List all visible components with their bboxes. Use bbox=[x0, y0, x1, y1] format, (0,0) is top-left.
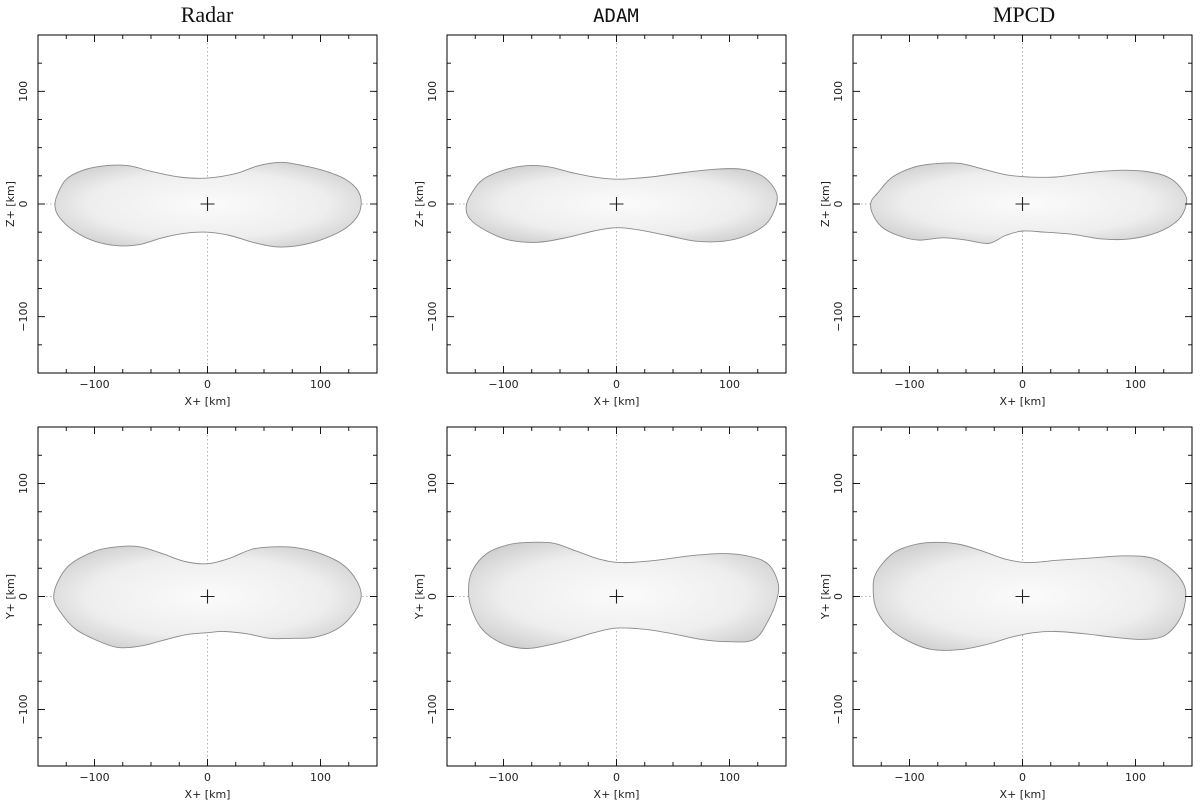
x-axis-label: X+ [km] bbox=[185, 788, 231, 801]
x-tick-label: 0 bbox=[613, 378, 620, 391]
y-axis-label: Y+ [km] bbox=[413, 574, 426, 620]
x-tick-label: −100 bbox=[894, 771, 924, 784]
y-axis-label: Z+ [km] bbox=[819, 181, 832, 227]
x-axis-label: X+ [km] bbox=[1000, 788, 1046, 801]
asteroid-shape bbox=[54, 161, 362, 248]
plus-icon bbox=[1015, 589, 1030, 604]
x-tick-label: 100 bbox=[310, 771, 331, 784]
y-tick-label: 100 bbox=[17, 473, 30, 494]
y-tick-label: 100 bbox=[17, 81, 30, 102]
y-axis-label: Z+ [km] bbox=[413, 181, 426, 227]
plus-icon bbox=[609, 197, 624, 211]
asteroid-shape bbox=[872, 541, 1187, 651]
plus-icon bbox=[1015, 197, 1030, 211]
y-tick-label: −100 bbox=[17, 694, 30, 724]
column-title-adam: ADAM bbox=[593, 5, 639, 27]
column-titles: Radar ADAM MPCD bbox=[181, 2, 1055, 27]
y-tick-label: 0 bbox=[426, 201, 439, 208]
x-axis-label: X+ [km] bbox=[1000, 395, 1046, 408]
y-tick-label: 100 bbox=[832, 81, 845, 102]
x-axis-label: X+ [km] bbox=[185, 395, 231, 408]
x-tick-label: 0 bbox=[1019, 378, 1026, 391]
x-axis-label: X+ [km] bbox=[594, 788, 640, 801]
y-tick-label: −100 bbox=[426, 694, 439, 724]
y-tick-label: 100 bbox=[426, 473, 439, 494]
y-tick-label: 0 bbox=[832, 201, 845, 208]
x-tick-label: 0 bbox=[204, 771, 211, 784]
column-title-mpcd: MPCD bbox=[993, 2, 1055, 27]
panel-mpcd-xy: −100 −100 0 0 100 100 X+ [km] Y+ [km] bbox=[819, 426, 1193, 801]
y-tick-label: 0 bbox=[17, 593, 30, 600]
x-tick-label: 0 bbox=[613, 771, 620, 784]
plus-icon bbox=[200, 589, 215, 604]
x-tick-label: 100 bbox=[310, 378, 331, 391]
y-tick-label: 0 bbox=[832, 593, 845, 600]
y-tick-label: 100 bbox=[832, 473, 845, 494]
x-tick-label: 100 bbox=[1125, 378, 1146, 391]
x-tick-label: 100 bbox=[1125, 771, 1146, 784]
y-tick-label: 100 bbox=[426, 81, 439, 102]
y-tick-label: −100 bbox=[426, 302, 439, 332]
panel-radar-xy: −100 −100 0 0 100 100 X+ [km] Y+ [km] bbox=[4, 426, 378, 801]
x-tick-label: −100 bbox=[79, 378, 109, 391]
asteroid-shape bbox=[468, 541, 780, 649]
x-tick-label: −100 bbox=[488, 771, 518, 784]
x-tick-label: 100 bbox=[719, 771, 740, 784]
asteroid-shape bbox=[870, 162, 1188, 244]
column-title-radar: Radar bbox=[181, 2, 234, 27]
panels: −100 −100 0 0 100 100 X+ [km] Z+ [km] −100 −100 0 0… bbox=[4, 34, 1193, 801]
x-tick-label: 100 bbox=[719, 378, 740, 391]
y-tick-label: 0 bbox=[17, 201, 30, 208]
x-tick-label: 0 bbox=[204, 378, 211, 391]
x-axis-label: X+ [km] bbox=[594, 395, 640, 408]
y-axis-label: Z+ [km] bbox=[4, 181, 17, 227]
panel-adam-xz: −100 −100 0 0 100 100 X+ [km] Z+ [km] bbox=[413, 34, 787, 408]
plus-icon bbox=[609, 589, 624, 604]
x-tick-label: −100 bbox=[79, 771, 109, 784]
plus-icon bbox=[200, 197, 215, 211]
panel-radar-xz: −100 −100 0 0 100 100 X+ [km] Z+ [km] bbox=[4, 34, 378, 408]
y-axis-label: Y+ [km] bbox=[819, 574, 832, 620]
x-tick-label: −100 bbox=[894, 378, 924, 391]
y-tick-label: 0 bbox=[426, 593, 439, 600]
panel-adam-xy: −100 −100 0 0 100 100 X+ [km] Y+ [km] bbox=[413, 426, 787, 801]
y-tick-label: −100 bbox=[17, 302, 30, 332]
y-tick-label: −100 bbox=[832, 302, 845, 332]
panel-mpcd-xz: −100 −100 0 0 100 100 X+ [km] Z+ [km] bbox=[819, 34, 1193, 408]
y-tick-label: −100 bbox=[832, 694, 845, 724]
y-axis-label: Y+ [km] bbox=[4, 574, 17, 620]
x-tick-label: 0 bbox=[1019, 771, 1026, 784]
x-tick-label: −100 bbox=[488, 378, 518, 391]
